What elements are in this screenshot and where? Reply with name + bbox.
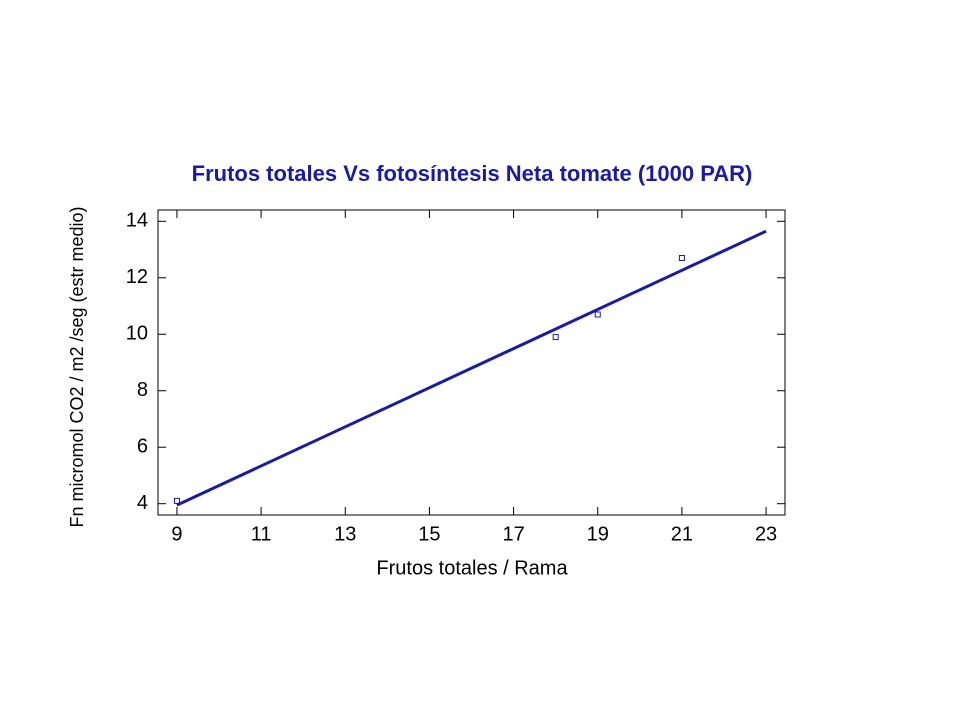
- x-tick-label: 19: [587, 523, 609, 545]
- x-tick-label: 23: [755, 523, 777, 545]
- y-tick-label: 6: [137, 436, 148, 458]
- y-tick-label: 8: [137, 379, 148, 401]
- plot-frame: [157, 209, 786, 516]
- data-point: [552, 334, 559, 341]
- x-axis-label: Frutos totales / Rama: [376, 557, 568, 579]
- fit-line: [176, 229, 767, 507]
- y-tick-label: 4: [137, 492, 148, 514]
- x-tick-label: 21: [671, 523, 693, 545]
- chart-title: Frutos totales Vs fotosíntesis Neta toma…: [192, 161, 753, 186]
- x-tick-label: 11: [251, 523, 272, 545]
- y-axis-label: Fn micromol CO2 / m2 /seg (estr medio): [67, 206, 87, 527]
- x-tick-label: 13: [334, 523, 356, 545]
- data-point: [173, 497, 180, 504]
- y-tick-label: 14: [126, 210, 148, 232]
- x-tick-label: 17: [502, 523, 524, 545]
- x-tick-label: 15: [418, 523, 440, 545]
- data-point: [594, 311, 601, 318]
- data-point: [678, 255, 685, 262]
- y-tick-label: 12: [126, 266, 148, 288]
- x-tick-label: 9: [171, 523, 182, 545]
- y-tick-label: 10: [126, 323, 148, 345]
